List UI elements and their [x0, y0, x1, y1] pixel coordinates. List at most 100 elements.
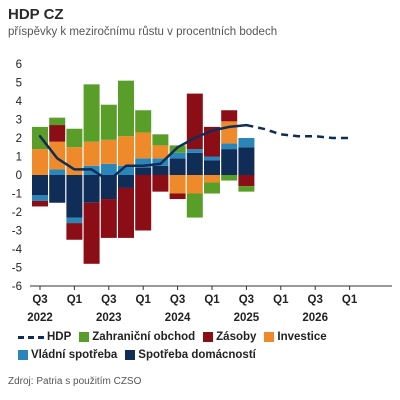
- bar-investice: [32, 149, 48, 175]
- bar-investice: [152, 145, 169, 159]
- legend-item-government: Vládní spotřeba: [18, 349, 117, 361]
- bar-investice: [221, 121, 238, 144]
- bar-vl-dn-spot-eba: [118, 165, 134, 175]
- bar-vl-dn-spot-eba: [32, 195, 48, 201]
- bar-investice: [100, 139, 117, 164]
- y-tick-label: -4: [12, 244, 23, 256]
- bar-investice: [186, 175, 203, 194]
- bar-z-soby: [49, 125, 66, 142]
- bar-z-soby: [83, 202, 100, 264]
- bar-spot-eba-dom-cnost-: [83, 175, 100, 203]
- x-tick-label: Q3: [101, 294, 116, 306]
- bar-z-soby: [66, 223, 83, 240]
- bar-investice: [83, 141, 100, 166]
- bar-z-soby: [118, 187, 134, 238]
- hdp-forecast-line: [246, 123, 350, 140]
- legend-swatch-hdp: [18, 335, 44, 339]
- y-tick-label: 6: [16, 59, 22, 71]
- bar-spot-eba-dom-cnost-: [204, 160, 220, 175]
- bar-vl-dn-spot-eba: [49, 169, 66, 175]
- x-tick-year: 2023: [96, 312, 122, 324]
- bar-spot-eba-dom-cnost-: [66, 175, 83, 218]
- legend-item-trade: Zahraniční obchod: [79, 331, 195, 343]
- bar-zahrani-n-obchod: [221, 175, 238, 181]
- bar-investice: [135, 132, 152, 159]
- legend-label-investment: Investice: [277, 331, 327, 343]
- hdp-line: [38, 123, 248, 182]
- legend-label-inventories: Zásoby: [216, 331, 257, 343]
- bar-z-soby: [100, 199, 117, 238]
- bar-zahrani-n-obchod: [169, 145, 186, 153]
- x-tick-year: 2026: [302, 312, 328, 324]
- bar-vl-dn-spot-eba: [186, 149, 203, 153]
- bar-vl-dn-spot-eba: [135, 158, 152, 168]
- y-tick-label: 4: [16, 96, 23, 108]
- legend-swatch-investment: [264, 332, 275, 342]
- y-tick-label: 5: [16, 78, 22, 90]
- x-tick-label: Q1: [342, 294, 358, 306]
- legend-row-2: Vládní spotřeba Spotřeba domácností: [18, 349, 256, 361]
- y-tick-label: -6: [12, 281, 22, 293]
- x-tick-label: Q3: [308, 294, 323, 306]
- legend-row-1: HDP Zahraniční obchod Zásoby Investice: [18, 331, 327, 343]
- bar-vl-dn-spot-eba: [100, 163, 117, 175]
- bar-z-soby: [204, 126, 220, 157]
- legend-swatch-trade: [79, 332, 90, 342]
- y-tick-label: -5: [12, 263, 22, 275]
- legend-item-inventories: Zásoby: [203, 331, 256, 343]
- chart-subtitle: příspěvky k meziročnímu růstu v procentn…: [8, 26, 278, 38]
- bar-spot-eba-dom-cnost-: [169, 158, 186, 175]
- bar-z-soby: [221, 110, 238, 122]
- legend-label-hdp: HDP: [47, 331, 72, 343]
- bar-zahrani-n-obchod: [83, 84, 100, 142]
- y-tick-label: 0: [16, 170, 22, 182]
- bar-spot-eba-dom-cnost-: [49, 175, 66, 203]
- y-tick-label: -2: [12, 207, 22, 219]
- bar-zahrani-n-obchod: [186, 193, 203, 218]
- legend-label-government: Vládní spotřeba: [31, 349, 118, 361]
- legend-item-hdp: HDP: [18, 331, 71, 343]
- x-tick-label: Q1: [204, 294, 220, 306]
- bar-z-soby: [169, 193, 186, 200]
- bar-z-soby: [135, 175, 152, 231]
- x-tick-year: 2024: [165, 312, 191, 324]
- legend-item-household: Spotřeba domácností: [125, 349, 256, 361]
- bar-spot-eba-dom-cnost-: [152, 165, 169, 175]
- legend-label-household: Spotřeba domácností: [138, 349, 256, 361]
- bar-z-soby: [32, 200, 48, 207]
- bar-spot-eba-dom-cnost-: [221, 149, 238, 175]
- bar-investice: [169, 175, 186, 194]
- bar-vl-dn-spot-eba: [221, 143, 238, 150]
- x-tick-label: Q3: [239, 294, 254, 306]
- bar-vl-dn-spot-eba: [152, 158, 169, 166]
- bar-zahrani-n-obchod: [238, 186, 255, 192]
- bar-spot-eba-dom-cnost-: [186, 152, 203, 175]
- bar-investice: [204, 175, 220, 183]
- x-tick-label: Q1: [136, 294, 152, 306]
- bar-z-soby: [238, 175, 255, 187]
- bar-z-soby: [152, 175, 169, 192]
- bar-vl-dn-spot-eba: [169, 152, 186, 159]
- bar-zahrani-n-obchod: [204, 182, 220, 194]
- bar-zahrani-n-obchod: [49, 117, 66, 126]
- bar-vl-dn-spot-eba: [238, 138, 255, 148]
- x-tick-label: Q1: [67, 294, 83, 306]
- x-tick-year: 2022: [27, 312, 53, 324]
- bar-spot-eba-dom-cnost-: [118, 175, 134, 188]
- bar-zahrani-n-obchod: [100, 104, 117, 140]
- bar-vl-dn-spot-eba: [204, 156, 220, 161]
- legend-item-investment: Investice: [264, 331, 327, 343]
- bar-zahrani-n-obchod: [135, 110, 152, 133]
- legend-swatch-household: [125, 350, 136, 360]
- bar-investice: [66, 147, 83, 175]
- source-note: Zdroj: Patria s použitím CZSO: [8, 376, 142, 387]
- bar-investice: [118, 136, 134, 166]
- bar-zahrani-n-obchod: [152, 134, 169, 146]
- x-tick-label: Q1: [273, 294, 289, 306]
- bar-vl-dn-spot-eba: [66, 217, 83, 224]
- bar-spot-eba-dom-cnost-: [238, 147, 255, 175]
- legend-swatch-government: [18, 350, 28, 360]
- legend-label-trade: Zahraniční obchod: [92, 331, 196, 343]
- legend-swatch-inventories: [203, 332, 214, 342]
